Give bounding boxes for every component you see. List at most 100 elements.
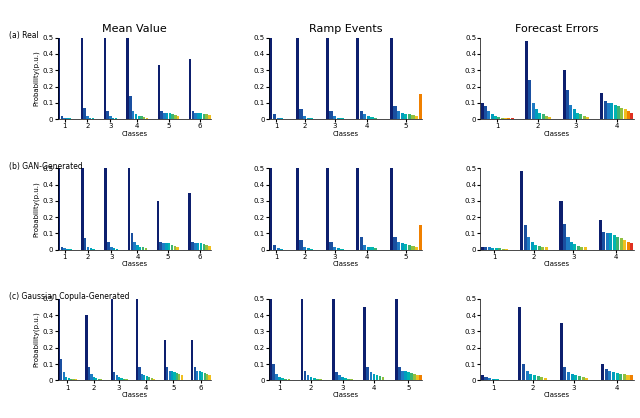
Bar bbox=[379, 376, 381, 380]
Bar bbox=[627, 242, 630, 250]
Bar bbox=[579, 115, 582, 119]
Bar bbox=[364, 307, 366, 380]
Bar bbox=[166, 367, 168, 380]
Bar bbox=[209, 375, 211, 380]
Bar bbox=[376, 375, 378, 380]
Bar bbox=[412, 115, 415, 119]
Bar bbox=[481, 103, 484, 119]
Bar bbox=[374, 248, 378, 250]
Bar bbox=[630, 243, 634, 250]
Bar bbox=[541, 247, 544, 250]
Bar bbox=[112, 117, 115, 119]
Bar bbox=[538, 246, 541, 250]
Bar bbox=[488, 247, 491, 250]
Bar bbox=[58, 168, 60, 250]
Bar bbox=[58, 299, 60, 380]
Bar bbox=[61, 247, 63, 250]
Bar bbox=[333, 116, 336, 119]
Bar bbox=[578, 376, 581, 380]
Bar bbox=[177, 116, 179, 119]
Bar bbox=[164, 339, 166, 380]
Y-axis label: Probability(p.u.): Probability(p.u.) bbox=[33, 51, 40, 106]
Bar bbox=[583, 116, 586, 119]
Bar bbox=[63, 117, 66, 119]
Bar bbox=[545, 116, 548, 119]
Bar bbox=[573, 244, 577, 250]
Bar bbox=[166, 113, 168, 119]
Bar bbox=[92, 118, 94, 119]
Bar bbox=[394, 237, 397, 250]
Bar bbox=[301, 299, 303, 380]
Bar bbox=[61, 116, 63, 119]
Bar bbox=[404, 114, 408, 119]
Bar bbox=[332, 299, 335, 380]
Bar bbox=[363, 245, 366, 250]
Bar bbox=[200, 243, 202, 250]
Y-axis label: Probability(p.u.): Probability(p.u.) bbox=[33, 181, 40, 237]
Bar bbox=[481, 247, 484, 250]
Bar bbox=[584, 247, 587, 250]
Bar bbox=[163, 243, 164, 250]
Bar bbox=[296, 38, 299, 119]
Bar bbox=[360, 237, 363, 250]
Bar bbox=[617, 106, 620, 119]
Bar bbox=[111, 299, 113, 380]
Bar bbox=[330, 242, 333, 250]
Bar bbox=[395, 299, 397, 380]
Bar bbox=[408, 115, 411, 119]
Bar bbox=[142, 247, 144, 250]
Bar bbox=[153, 379, 156, 380]
Bar bbox=[616, 373, 619, 380]
Bar bbox=[196, 371, 198, 380]
Bar bbox=[582, 377, 585, 380]
Bar bbox=[484, 106, 487, 119]
Bar bbox=[128, 168, 130, 250]
Bar bbox=[531, 242, 534, 250]
Bar bbox=[586, 117, 589, 119]
Bar bbox=[195, 113, 196, 119]
Bar bbox=[541, 115, 545, 119]
X-axis label: Classes: Classes bbox=[121, 261, 147, 268]
Bar bbox=[524, 225, 527, 250]
Bar bbox=[116, 375, 118, 380]
Bar bbox=[408, 245, 411, 250]
Bar bbox=[104, 168, 107, 250]
Bar bbox=[143, 117, 145, 119]
Bar bbox=[168, 371, 171, 380]
Bar bbox=[369, 372, 372, 380]
Bar bbox=[132, 111, 134, 119]
Bar bbox=[85, 315, 88, 380]
Bar bbox=[494, 116, 497, 119]
Bar bbox=[319, 379, 322, 380]
Bar bbox=[272, 364, 275, 380]
Bar bbox=[88, 367, 90, 380]
Bar bbox=[356, 38, 359, 119]
Bar bbox=[416, 375, 419, 380]
Bar bbox=[171, 245, 173, 250]
Bar bbox=[284, 379, 287, 380]
Bar bbox=[146, 376, 148, 380]
Bar bbox=[141, 374, 143, 380]
Bar bbox=[140, 116, 143, 119]
Bar bbox=[367, 116, 370, 119]
Bar bbox=[367, 247, 370, 250]
Bar bbox=[303, 371, 307, 380]
Bar bbox=[69, 249, 72, 250]
Bar bbox=[157, 201, 159, 250]
Bar bbox=[150, 378, 153, 380]
Bar bbox=[350, 379, 353, 380]
Bar bbox=[630, 375, 634, 380]
Bar bbox=[495, 379, 499, 380]
Bar bbox=[116, 249, 118, 250]
Text: (b) GAN-Generated: (b) GAN-Generated bbox=[8, 162, 83, 171]
Bar bbox=[612, 372, 615, 380]
Bar bbox=[567, 372, 570, 380]
Bar bbox=[606, 234, 609, 250]
Bar bbox=[401, 371, 404, 380]
Bar bbox=[374, 117, 378, 119]
Bar bbox=[607, 103, 610, 119]
Bar bbox=[397, 242, 400, 250]
Bar bbox=[136, 299, 138, 380]
Bar bbox=[191, 111, 194, 119]
Bar bbox=[194, 367, 196, 380]
